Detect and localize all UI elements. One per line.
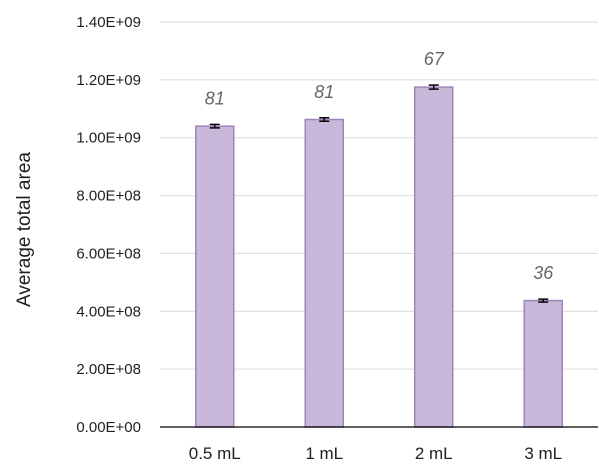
y-tick-label: 0.00E+00 [76, 419, 141, 436]
y-tick-label: 4.00E+08 [76, 303, 141, 320]
x-tick-label: 1 mL [305, 444, 343, 463]
y-tick-label: 1.40E+09 [76, 14, 141, 31]
data-label: 81 [205, 88, 225, 108]
y-tick-labels: 0.00E+00 2.00E+08 4.00E+08 6.00E+08 8.00E+08… [76, 14, 141, 436]
error-bar [209, 123, 220, 129]
y-axis-title: Average total area [14, 152, 35, 307]
error-bar [319, 117, 330, 122]
bar [414, 86, 454, 428]
error-bar [538, 298, 549, 303]
bar [523, 299, 563, 428]
y-tick-label: 6.00E+08 [76, 245, 141, 262]
error-bar [428, 84, 439, 90]
y-tick-label: 1.00E+09 [76, 130, 141, 147]
x-tick-labels: 0.5 mL 1 mL 2 mL 3 mL [189, 444, 562, 463]
y-tick-label: 1.20E+09 [76, 72, 141, 89]
y-tick-label: 2.00E+08 [76, 361, 141, 378]
data-label: 81 [314, 82, 334, 102]
error-bars [209, 84, 549, 303]
data-label: 67 [424, 49, 445, 69]
x-tick-label: 0.5 mL [189, 444, 241, 463]
bar [195, 125, 235, 428]
bar [304, 118, 344, 428]
x-tick-label: 3 mL [524, 444, 562, 463]
bars [195, 86, 563, 428]
data-labels: 81 81 67 36 [205, 49, 555, 283]
x-tick-label: 2 mL [415, 444, 453, 463]
y-tick-label: 8.00E+08 [76, 188, 141, 205]
data-label: 36 [533, 263, 554, 283]
